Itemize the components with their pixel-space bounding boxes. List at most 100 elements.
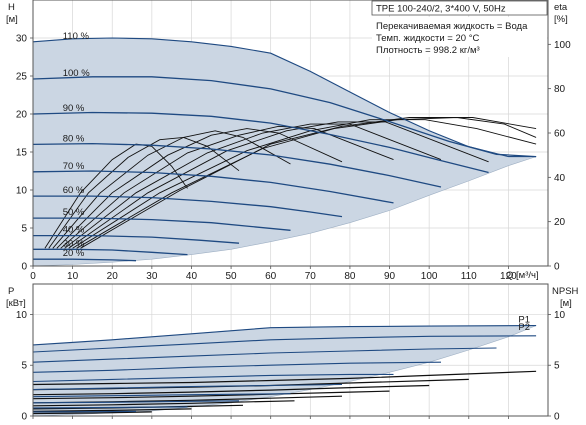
info-box-bg [372,17,547,57]
qh-ylabel-right-1: eta [554,2,568,13]
qh-y-tick-label: 10 [16,186,28,197]
eta-y-tick-label: 0 [554,262,560,273]
efficiency-curve [76,117,537,249]
npsh-curve [32,400,295,407]
power-curve [32,373,394,383]
title-box-frame [371,0,548,16]
info-box: Перекачиваемая жидкость = Вода Темп. жид… [372,17,547,57]
pump-curve-label: 80 % [63,133,85,144]
qh-xlabel: Q [м³/ч] [506,270,539,281]
pump-curve [32,76,537,158]
power-curve [32,393,291,398]
pump-curve [32,170,394,204]
power-curve [32,335,537,353]
qh-x-tick-label: 40 [186,271,198,282]
power-y-tick-label: 0 [21,412,27,423]
qh-y-tick-label: 15 [16,148,28,159]
pump-curve-label: 90 % [63,103,85,114]
power-curve-label-p2: P2 [518,322,530,333]
pump-curve [33,248,188,256]
qh-x-tick-label: 70 [305,271,317,282]
qh-y-tick-label: 20 [16,110,28,121]
efficiency-curve [72,119,537,249]
npsh-y-tick-label: 10 [554,310,566,321]
pump-curve [32,37,537,158]
power-curve [32,325,537,346]
power-curve [32,347,497,363]
pump-curve-label: 30 % [63,238,85,249]
qh-y-tick-label: 30 [16,34,28,45]
power-y-tick-label: 5 [21,361,27,372]
efficiency-curve [68,121,489,249]
info-density: Плотность = 998.2 кг/м³ [376,45,480,56]
pump-curve-label: 50 % [63,207,85,218]
npsh-y-tick-label: 5 [554,361,560,372]
qh-x-tick-label: 120 [500,271,517,282]
pump-curve [32,142,442,188]
npsh-curve [32,384,430,396]
power-curve-label-p1: P1 [518,315,530,326]
qh-x-tick-label: 0 [30,271,36,282]
pump-curve-label: 70 % [63,161,85,172]
qh-ticks: 0 10 20 30 40 50 60 70 80 90 100 110 120 0 5 10 15 20 25 30… [16,34,571,283]
qh-pump-curves: 110 % 100 % 90 % 80 % 70 % 60 % 50 % 40 % 30 %20… [32,31,537,262]
efficiency-curve [80,117,537,249]
pump-curve [33,195,343,218]
qh-efficiency-curves [44,117,537,249]
qh-x-tick-label: 80 [344,271,356,282]
npsh-y-tick-label: 0 [554,412,560,423]
info-fluid: Перекачиваемая жидкость = Вода [376,21,528,32]
pump-curve-label: 40 % [63,225,85,236]
power-ylabel-left-2: [кВт] [6,298,26,309]
qh-x-tick-label: 110 [461,271,477,282]
npsh-curve [32,411,152,415]
efficiency-curve [60,125,394,249]
efficiency-curve [44,143,188,249]
eta-y-tick-label: 60 [554,129,566,140]
qh-x-tick-label: 10 [67,271,79,282]
power-curve [32,410,137,413]
qh-y-tick-label: 25 [16,72,28,83]
qh-x-tick-label: 60 [265,271,277,282]
qh-ylabel-right-2: [%] [554,14,568,25]
power-curve [32,400,240,404]
qh-x-tick-label: 90 [384,271,396,282]
title-box: TPE 100-240/2, 3*400 V, 50Hz [371,0,548,16]
power-y-tick-label: 10 [16,310,28,321]
eta-y-tick-label: 40 [554,173,566,184]
pump-curve [33,234,240,244]
info-temperature: Темп. жидкости = 20 °C [376,33,479,44]
qh-ylabel-left-1: H [8,2,15,13]
power-curve [32,383,343,391]
qh-y-tick-label: 0 [21,262,27,273]
power-ticks: 0 5 10 0 5 10 [16,310,566,423]
power-ylabel-left-1: P [8,286,14,297]
power-plot-frame [32,283,549,417]
efficiency-curve [52,130,291,249]
pump-curve [33,258,137,262]
npsh-curve [32,390,390,400]
eta-y-tick-label: 20 [554,217,566,228]
pump-curve-label: 60 % [63,185,85,196]
pump-curve-label: 110 % [63,31,90,42]
power-curve [32,361,442,373]
power-ylabel-right-2: [м] [560,298,572,309]
qh-x-tick-label: 50 [226,271,238,282]
chart-title: TPE 100-240/2, 3*400 V, 50Hz [376,4,506,15]
qh-x-tick-label: 100 [421,271,438,282]
npsh-curve [32,408,192,412]
qh-ylabel-left-2: [м] [6,14,18,25]
efficiency-curve [64,123,442,249]
power-ylabel-right-1: NPSH [552,286,579,297]
eta-y-tick-label: 100 [554,40,571,51]
pump-curve-label: 100 % [63,68,90,79]
qh-y-tick-label: 5 [21,224,27,235]
eta-y-tick-label: 80 [554,84,566,95]
power-curve [32,406,188,409]
qh-x-tick-label: 20 [107,271,119,282]
qh-x-tick-label: 30 [146,271,158,282]
pump-curve [32,111,489,174]
